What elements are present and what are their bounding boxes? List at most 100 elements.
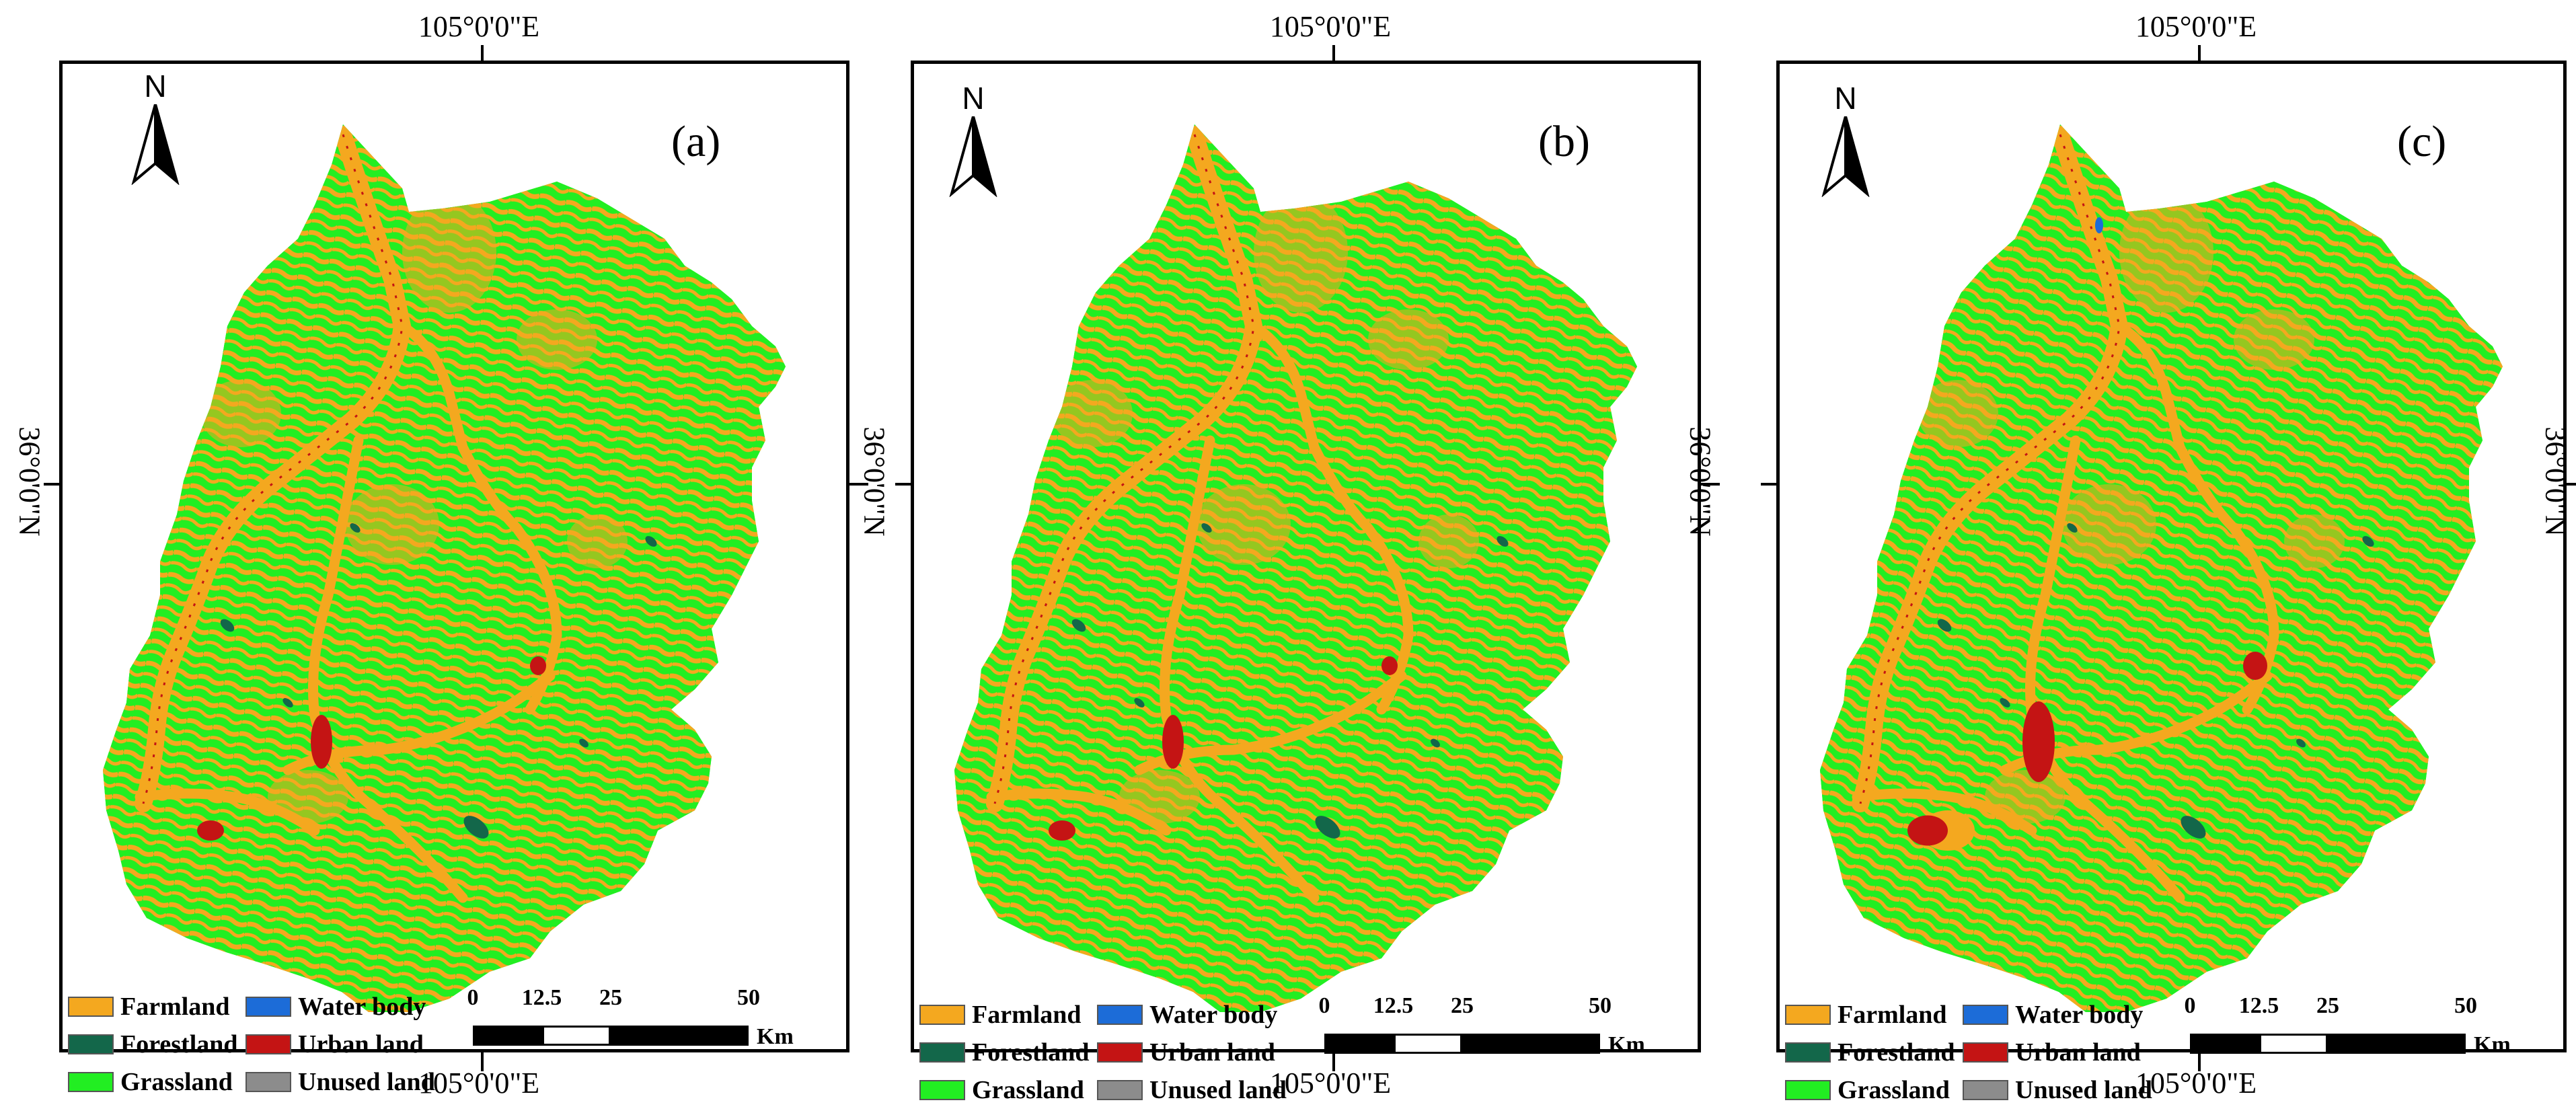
north-label: N xyxy=(144,69,167,104)
panel-c-label: (c) xyxy=(2397,117,2447,166)
panel-a-land-use-map xyxy=(103,124,786,1012)
legend-label: Forestland xyxy=(120,1030,238,1058)
scale-tick-label: 25 xyxy=(2316,993,2339,1018)
scale-tick-label: 25 xyxy=(1451,993,1474,1018)
panel-b-bottom-longitude: 105°0'0"E xyxy=(1269,1067,1392,1100)
north-arrow-icon xyxy=(131,104,180,185)
legend-swatch xyxy=(1963,1042,2008,1063)
legend-label: Forestland xyxy=(1838,1038,1955,1067)
north-label: N xyxy=(1834,81,1857,116)
panel-c-north-arrow: N xyxy=(1819,81,1872,197)
panel-c-bottom-longitude: 105°0'0"E xyxy=(2135,1067,2257,1100)
scale-segment xyxy=(2328,1034,2466,1054)
tributary-valley xyxy=(986,788,1172,836)
panel-a-tick-left xyxy=(44,483,63,486)
scale-tick-label: 25 xyxy=(599,985,622,1010)
legend-item-forestland: Forestland xyxy=(68,1030,238,1059)
panel-c-land-use-map xyxy=(1820,124,2503,1012)
scale-tick-label: 0 xyxy=(1318,993,1330,1018)
tributary-valley xyxy=(2114,321,2279,715)
legend-label: Water body xyxy=(2015,1001,2144,1029)
panel-c-tick-bottom xyxy=(2198,1052,2201,1071)
legend-label: Forestland xyxy=(972,1038,1090,1067)
legend-swatch xyxy=(245,1034,291,1054)
panel-b-tick-bottom xyxy=(1332,1052,1335,1071)
panel-b-tick-top xyxy=(1332,45,1335,64)
legend-item-forestland: Forestland xyxy=(919,1038,1090,1067)
panel-c-right-latitude: 36°0'0"N xyxy=(2539,426,2573,537)
legend-swatch xyxy=(245,1072,291,1092)
panel-a-label: (a) xyxy=(671,117,721,166)
scale-segment xyxy=(1324,1034,1394,1054)
legend-item-forestland: Forestland xyxy=(1785,1038,1955,1067)
panel-a: N (a) Farmland Water body Forestland Urban … xyxy=(44,45,868,1096)
panel-a-tick-bottom xyxy=(481,1052,484,1071)
legend-label: Urban land xyxy=(298,1030,424,1058)
legend-item-farmland: Farmland xyxy=(919,1000,1082,1030)
tributary-valley xyxy=(1160,435,1320,903)
panel-c-tick-top xyxy=(2198,45,2201,64)
panel-c: N (c) Farmland Water body Forestland Urban … xyxy=(1761,45,2576,1104)
panel-a-top-longitude: 105°0'0"E xyxy=(418,10,540,43)
scale-tick-label: 12.5 xyxy=(2238,993,2279,1018)
panel-b: N (b) Farmland Water body Forestland Urban … xyxy=(895,45,1720,1104)
legend-swatch xyxy=(919,1005,965,1025)
panel-a-bottom-longitude: 105°0'0"E xyxy=(418,1067,540,1100)
legend-swatch xyxy=(919,1080,965,1100)
scale-segment xyxy=(2259,1034,2328,1054)
legend-item-water-body: Water body xyxy=(245,992,426,1022)
panel-c-tick-left xyxy=(1761,483,1780,486)
legend-swatch xyxy=(68,997,114,1017)
legend-swatch xyxy=(919,1042,965,1063)
scale-unit: Km xyxy=(2474,1032,2511,1057)
legend-swatch xyxy=(1785,1005,1831,1025)
legend-label: Farmland xyxy=(120,993,230,1021)
legend-item-grassland: Grassland xyxy=(68,1067,233,1097)
legend-swatch xyxy=(1963,1080,2008,1100)
tributary-valley xyxy=(1852,788,2037,836)
panel-b-top-longitude: 105°0'0"E xyxy=(1269,10,1392,43)
legend-label: Farmland xyxy=(972,1001,1082,1029)
legend-swatch xyxy=(245,997,291,1017)
panel-a-north-arrow: N xyxy=(128,69,182,185)
panel-c-top-longitude: 105°0'0"E xyxy=(2135,10,2257,43)
panel-c-tick-right xyxy=(2567,483,2576,486)
legend-swatch xyxy=(1963,1005,2008,1025)
north-arrow-icon xyxy=(949,116,997,197)
legend-label: Urban land xyxy=(1149,1038,1275,1067)
legend-label: Farmland xyxy=(1838,1001,1947,1029)
scale-segment xyxy=(1393,1034,1462,1054)
panel-b-label: (b) xyxy=(1538,117,1590,166)
panel-a-tick-right xyxy=(849,483,868,486)
legend-swatch xyxy=(1785,1042,1831,1063)
legend-label: Water body xyxy=(298,993,426,1021)
north-arrow-icon xyxy=(1821,116,1870,197)
legend-item-unused-land: Unused land xyxy=(245,1067,435,1097)
legend-label: Unused land xyxy=(1149,1076,1287,1104)
panel-b-left-latitude: 36°0'0"N xyxy=(858,426,891,537)
tributary-valley xyxy=(397,321,562,715)
panel-b-land-use-map xyxy=(954,124,1637,1012)
scale-segment xyxy=(1462,1034,1600,1054)
scale-segment xyxy=(611,1026,749,1046)
legend-swatch xyxy=(68,1034,114,1054)
scale-tick-label: 50 xyxy=(737,985,760,1010)
catchment xyxy=(103,124,786,1012)
legend-item-urban-land: Urban land xyxy=(245,1030,424,1059)
scale-tick-label: 50 xyxy=(1589,993,1612,1018)
panel-b-tick-left xyxy=(895,483,914,486)
legend-item-water-body: Water body xyxy=(1097,1000,1277,1030)
scale-tick-label: 0 xyxy=(2184,993,2196,1018)
panel-b-right-latitude: 36°0'0"N xyxy=(1683,426,1717,537)
scale-unit: Km xyxy=(1608,1032,1645,1057)
panel-a-left-latitude: 36°0'0"N xyxy=(13,426,46,537)
legend-item-water-body: Water body xyxy=(1963,1000,2143,1030)
scale-segment xyxy=(541,1026,611,1046)
panel-b-tick-right xyxy=(1701,483,1720,486)
legend-swatch xyxy=(1785,1080,1831,1100)
tributary-valley xyxy=(135,788,320,836)
scale-unit: Km xyxy=(757,1024,794,1049)
legend-item-unused-land: Unused land xyxy=(1963,1075,2152,1105)
catchment xyxy=(1820,124,2503,1012)
scale-tick-label: 0 xyxy=(467,985,479,1010)
